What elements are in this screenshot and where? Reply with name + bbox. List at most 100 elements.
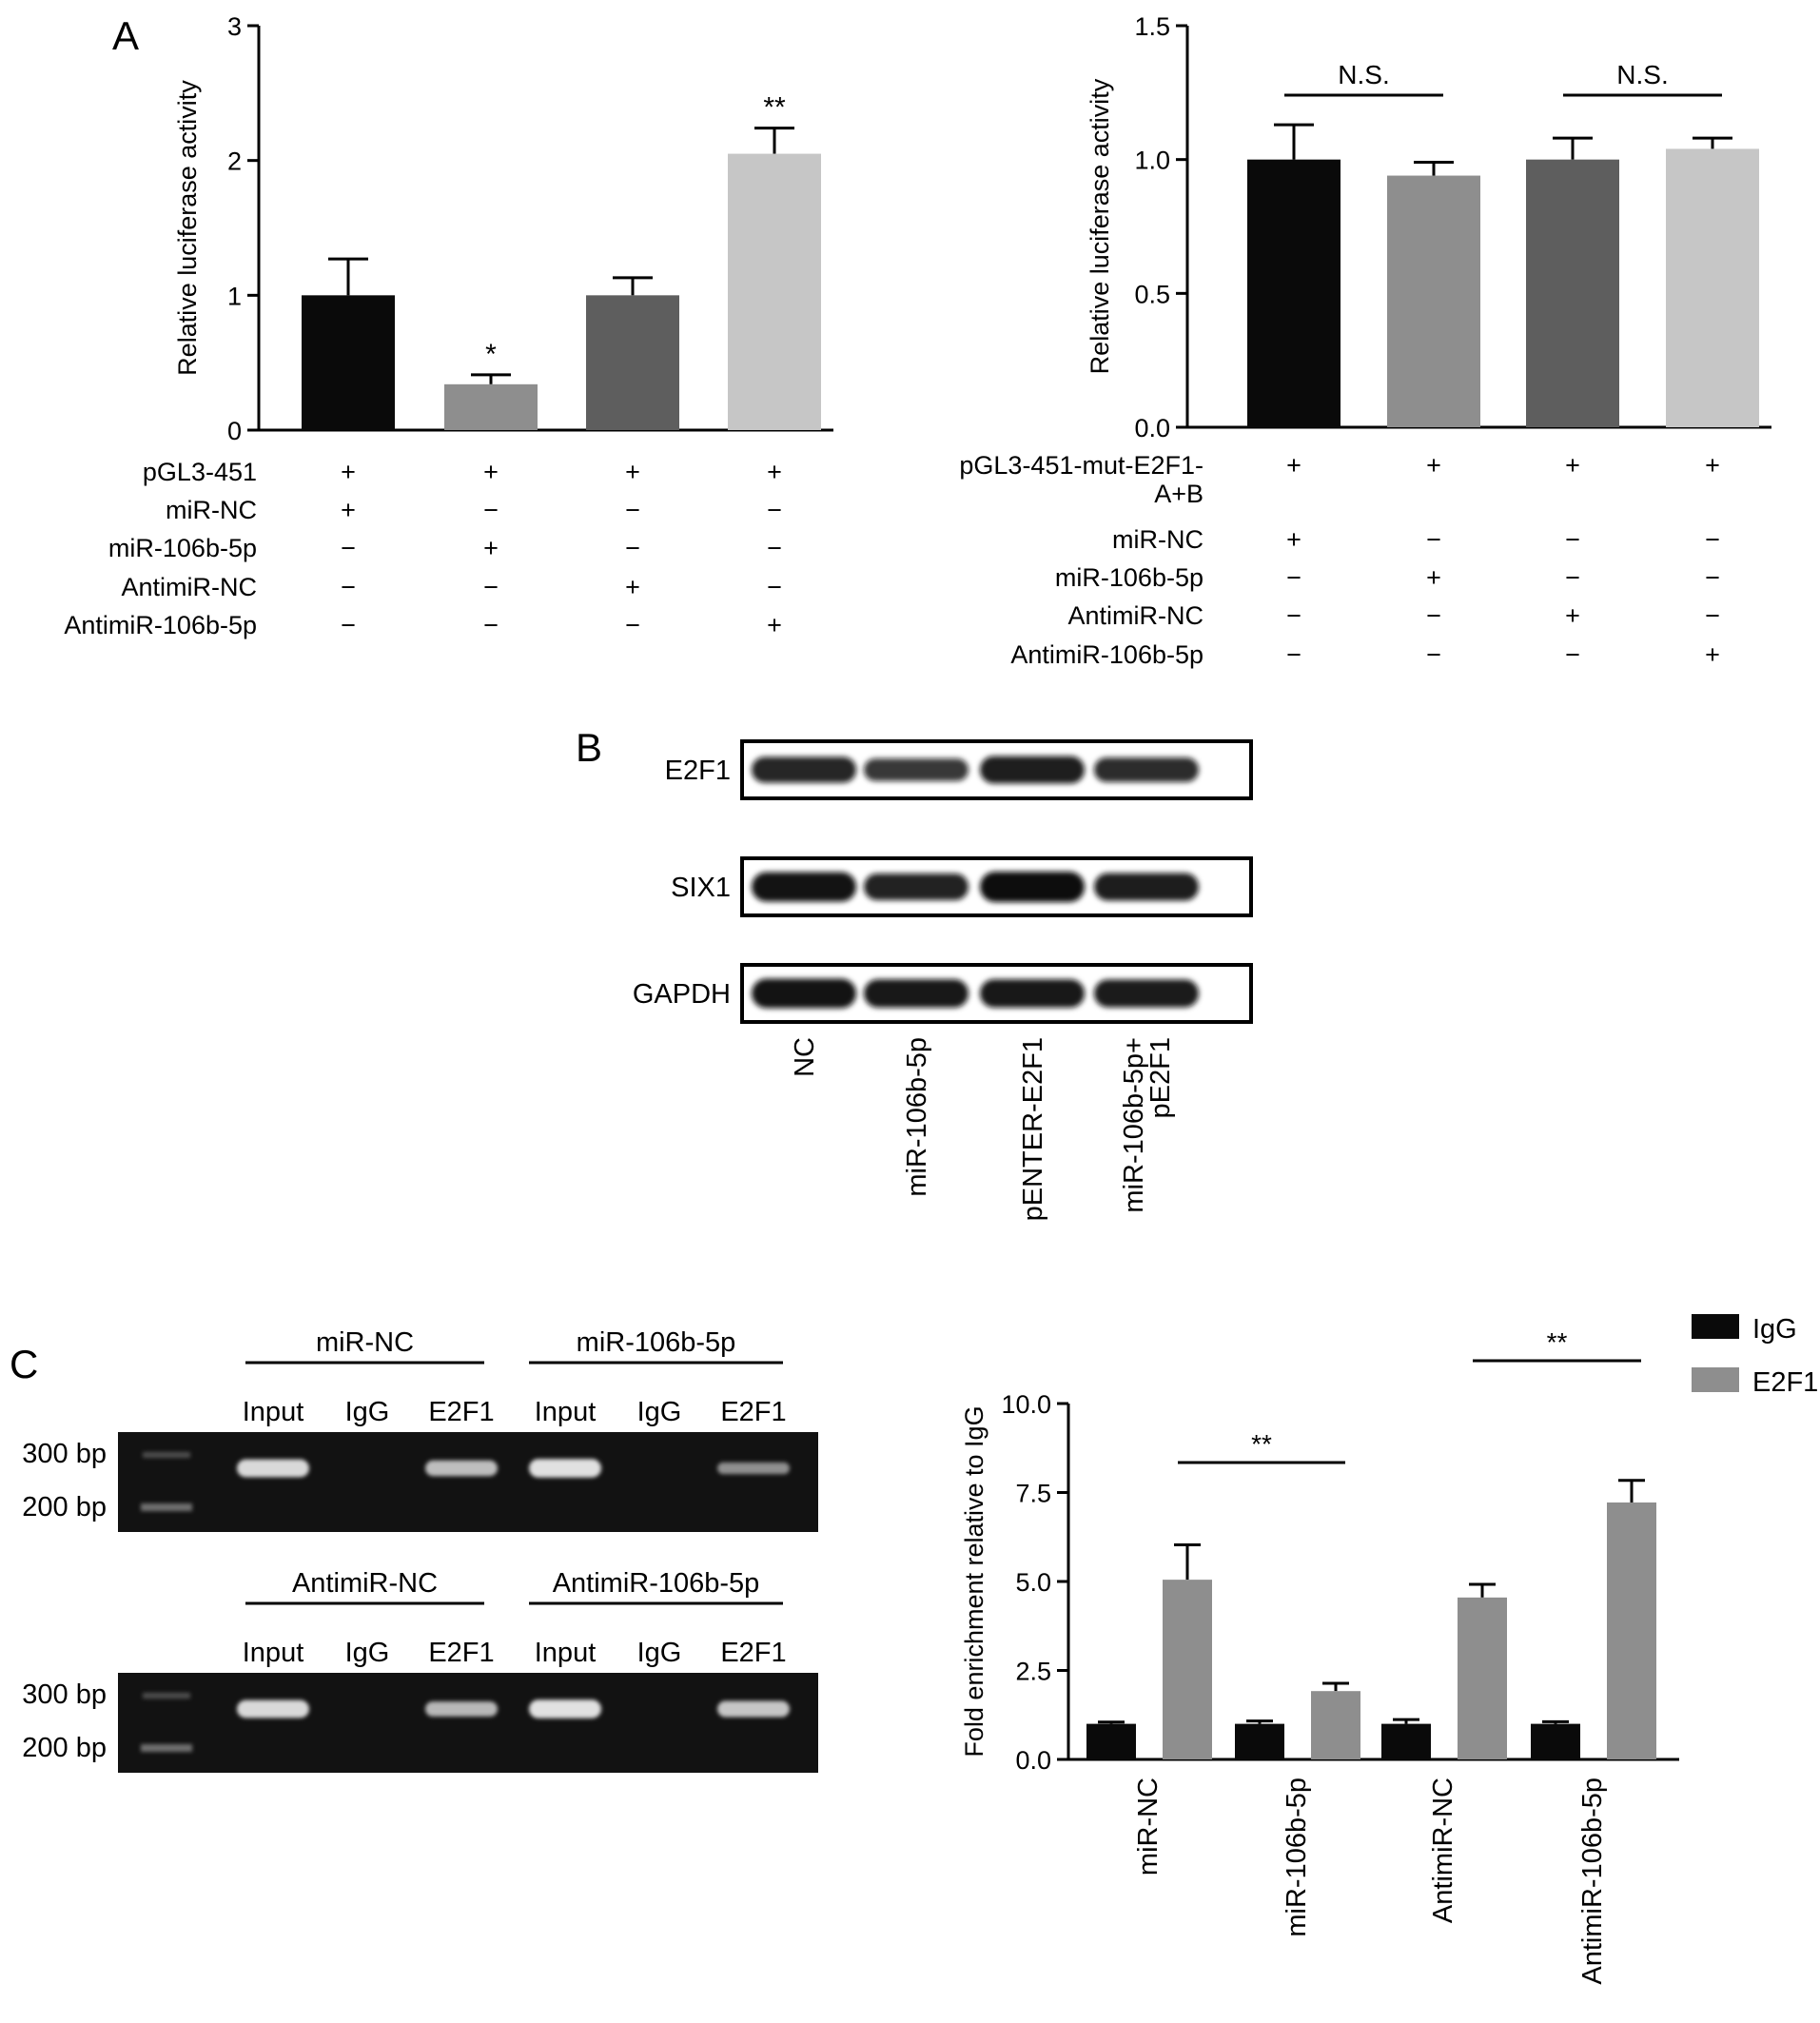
gel-ladder-band	[143, 1693, 190, 1699]
gel-lane-label: IgG	[637, 1638, 682, 1668]
condition-mark: +	[483, 458, 499, 486]
gel-ladder-band	[141, 1744, 192, 1752]
gel-group-label: AntimiR-106b-5p	[553, 1568, 760, 1599]
chart-c-fold-enrichment: 0.0 2.5 5.0 7.5 10.0 Fold enrichment relative…	[960, 1314, 1818, 1985]
blot-row-label: SIX1	[671, 873, 731, 903]
blot-lane-label: miR-106b-5p+	[1119, 1037, 1149, 1213]
y-tick-label: 1	[227, 282, 242, 310]
condition-label: miR-106b-5p	[1055, 563, 1204, 592]
blot-band	[752, 978, 856, 1009]
y-tick-label: 10.0	[1001, 1390, 1051, 1419]
comparison-label: N.S.	[1616, 60, 1668, 89]
western-blot: E2F1 SIX1 GAPDH NC miR-106b-5p pENTER-E2F1 miR…	[633, 739, 1253, 1221]
chip-gels: miR-NC miR-106b-5p Input IgG E2F1 Input IgG E2F…	[22, 1327, 818, 1773]
condition-mark: −	[1565, 640, 1580, 669]
condition-label: miR-NC	[1112, 525, 1204, 554]
condition-mark: −	[1565, 563, 1580, 592]
gel-group-label: miR-NC	[316, 1327, 414, 1358]
gel-lane-label: E2F1	[720, 1638, 786, 1668]
condition-mark: −	[1286, 640, 1301, 669]
y-tick-label: 7.5	[1015, 1480, 1051, 1508]
bar	[586, 295, 679, 430]
bar	[1235, 1723, 1284, 1759]
gel-image	[118, 1673, 818, 1773]
condition-mark: −	[767, 496, 782, 524]
y-tick-label: 0.5	[1134, 280, 1170, 308]
bar	[302, 295, 395, 430]
condition-mark: +	[625, 458, 640, 486]
gel-marker-label: 200 bp	[22, 1492, 107, 1522]
bar	[1526, 159, 1619, 427]
condition-mark: −	[1286, 601, 1301, 630]
significance-label: **	[763, 92, 786, 124]
panel-letter-a: A	[112, 13, 139, 58]
condition-mark: +	[341, 458, 356, 486]
condition-mark: +	[483, 534, 499, 562]
bar	[728, 153, 821, 431]
comparison-label: N.S.	[1338, 60, 1389, 89]
bar	[1531, 1723, 1580, 1759]
gel-lane-label: IgG	[637, 1397, 682, 1427]
condition-mark: +	[1426, 451, 1441, 480]
comparison-label: **	[1251, 1429, 1272, 1459]
condition-mark: −	[1286, 563, 1301, 592]
condition-mark: +	[1705, 451, 1720, 480]
gel-ladder-band	[143, 1452, 190, 1458]
bar	[1607, 1502, 1656, 1759]
condition-mark: −	[483, 573, 499, 601]
condition-label: pGL3-451-mut-E2F1-	[959, 451, 1204, 480]
blot-band	[864, 873, 969, 901]
y-tick-label: 1.5	[1134, 12, 1170, 41]
condition-mark: −	[341, 573, 356, 601]
condition-label: AntimiR-106b-5p	[64, 611, 257, 639]
gel-band	[425, 1701, 498, 1717]
condition-label: AntimiR-NC	[1067, 601, 1204, 630]
blot-row-label: E2F1	[665, 756, 731, 786]
panel-letter-c: C	[10, 1342, 38, 1386]
blot-lane-label: pE2F1	[1145, 1037, 1176, 1118]
blot-row-label: GAPDH	[633, 979, 731, 1010]
condition-mark: −	[483, 496, 499, 524]
condition-label: AntimiR-106b-5p	[1010, 640, 1204, 669]
gel-lane-label: Input	[243, 1638, 304, 1668]
condition-mark: −	[341, 611, 356, 639]
gel-marker-label: 200 bp	[22, 1733, 107, 1763]
legend-label: IgG	[1752, 1314, 1797, 1345]
bar	[1381, 1723, 1431, 1759]
condition-mark: +	[1426, 563, 1441, 592]
condition-mark: +	[625, 573, 640, 601]
y-tick-label: 5.0	[1015, 1568, 1051, 1597]
gel-group-label: miR-106b-5p	[577, 1327, 736, 1358]
condition-mark: +	[1286, 525, 1301, 554]
bar	[1666, 148, 1759, 427]
condition-mark: −	[1426, 525, 1441, 554]
gel-lane-label: E2F1	[428, 1638, 494, 1668]
condition-label: miR-106b-5p	[108, 534, 257, 562]
gel-lane-label: IgG	[345, 1397, 390, 1427]
condition-mark: −	[1705, 601, 1720, 630]
condition-mark: −	[625, 611, 640, 639]
y-tick-label: 3	[227, 12, 242, 41]
gel-band	[717, 1462, 790, 1475]
gel-lane-label: Input	[535, 1397, 597, 1427]
condition-mark: +	[767, 458, 782, 486]
condition-mark: −	[767, 573, 782, 601]
gel-band	[237, 1699, 309, 1719]
condition-mark: −	[483, 611, 499, 639]
blot-lane-label: NC	[790, 1037, 820, 1077]
legend-swatch	[1692, 1314, 1739, 1339]
condition-mark: −	[1565, 525, 1580, 554]
bar	[444, 383, 538, 430]
gel-marker-label: 300 bp	[22, 1679, 107, 1710]
blot-band	[864, 979, 969, 1008]
bar	[1163, 1580, 1212, 1759]
condition-label: miR-NC	[166, 496, 257, 524]
x-tick-label: miR-106b-5p	[1282, 1777, 1312, 1937]
bar	[1387, 175, 1480, 427]
y-axis-title: Fold enrichment relative to IgG	[960, 1405, 988, 1757]
blot-lane-label: miR-106b-5p	[902, 1037, 932, 1197]
condition-mark: −	[625, 496, 640, 524]
condition-mark: −	[767, 534, 782, 562]
condition-label: AntimiR-NC	[121, 573, 257, 601]
